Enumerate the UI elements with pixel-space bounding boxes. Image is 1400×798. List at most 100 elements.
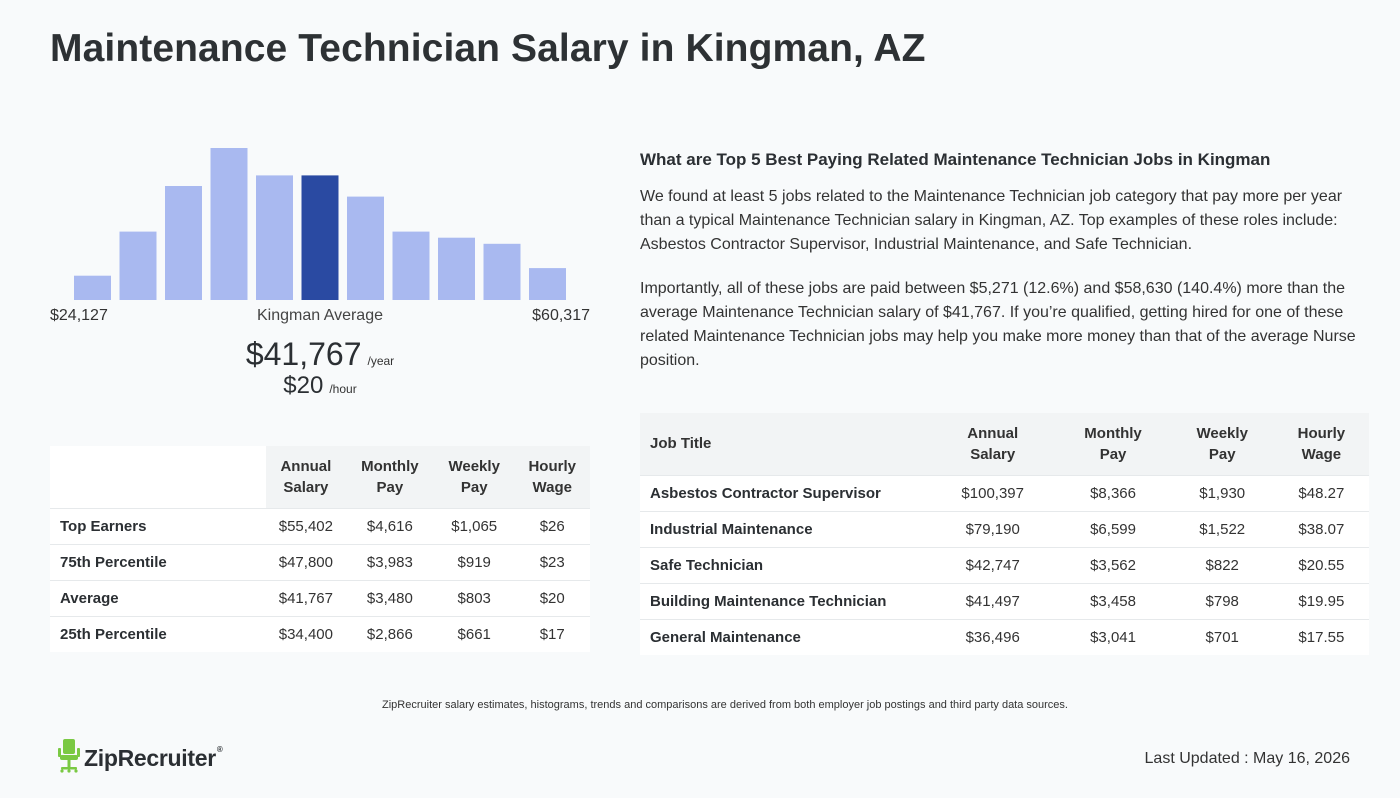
table-row: Asbestos Contractor Supervisor $100,397 … (640, 474, 1369, 511)
average-yearly-value: $41,767 (245, 336, 362, 372)
cell-monthly: $2,866 (345, 615, 434, 652)
cell-hourly: $17 (514, 615, 590, 652)
job-title: Building Maintenance Technician (640, 582, 930, 619)
percentile-table-header: Annual Salary Monthly Pay Weekly Pay Hourly… (50, 446, 590, 508)
histogram-bar (119, 231, 157, 300)
last-updated: Last Updated : May 16, 2026 (1144, 750, 1350, 767)
histogram-max-label: $60,317 (532, 307, 590, 324)
header-monthly-pay: Monthly Pay (1055, 413, 1171, 475)
table-row: Safe Technician $42,747 $3,562 $822 $20.… (640, 546, 1369, 583)
related-paragraph-1: We found at least 5 jobs related to the … (640, 188, 1343, 253)
histogram-bar (256, 175, 293, 300)
logo-wordmark: ZipRecruiter® (84, 744, 223, 771)
table-row: General Maintenance $36,496 $3,041 $701 … (640, 618, 1369, 655)
header-blank (50, 446, 266, 508)
cell-monthly: $3,480 (345, 579, 434, 616)
header-monthly-pay: Monthly Pay (345, 446, 434, 508)
cell-annual: $41,497 (930, 582, 1056, 619)
histogram-bar (347, 196, 384, 300)
cell-monthly: $8,366 (1055, 474, 1171, 511)
average-yearly: $41,767/year (50, 336, 590, 373)
jobs-table-header: Job Title Annual Salary Monthly Pay Weekly… (640, 413, 1369, 475)
row-label: Top Earners (50, 507, 266, 544)
header-annual-salary: Annual Salary (930, 413, 1056, 475)
histogram-labels: $24,127 Kingman Average $60,317 (50, 307, 590, 327)
header-annual-salary: Annual Salary (266, 446, 346, 508)
cell-annual: $41,767 (266, 579, 346, 616)
cell-weekly: $803 (433, 579, 515, 616)
cell-hourly: $19.95 (1273, 582, 1369, 619)
cell-hourly: $20.55 (1273, 546, 1369, 583)
related-jobs-table: Job Title Annual Salary Monthly Pay Weekly… (640, 413, 1369, 655)
cell-monthly: $3,041 (1055, 618, 1171, 655)
histogram-average-label: Kingman Average (256, 307, 383, 324)
zip-chair-icon (58, 738, 80, 778)
table-row: Top Earners $55,402 $4,616 $1,065 $26 (50, 507, 590, 544)
histogram-bar (165, 186, 202, 300)
header-job-title: Job Title (640, 413, 930, 475)
header-hourly-wage: Hourly Wage (514, 446, 590, 508)
cell-weekly: $1,065 (433, 507, 515, 544)
cell-annual: $100,397 (930, 474, 1056, 511)
header-weekly-pay: Weekly Pay (1170, 413, 1274, 475)
histogram-bar (483, 243, 521, 300)
cell-monthly: $3,562 (1055, 546, 1171, 583)
cell-weekly: $1,522 (1170, 510, 1274, 547)
cell-hourly: $17.55 (1273, 618, 1369, 655)
cell-hourly: $26 (514, 507, 590, 544)
row-label: 25th Percentile (50, 615, 266, 652)
salary-histogram (50, 120, 590, 300)
average-hourly-unit: /hour (329, 382, 357, 396)
cell-hourly: $23 (514, 543, 590, 580)
histogram-bar (529, 268, 566, 300)
cell-monthly: $4,616 (345, 507, 434, 544)
header-hourly-wage: Hourly Wage (1273, 413, 1369, 475)
cell-annual: $55,402 (266, 507, 346, 544)
cell-weekly: $822 (1170, 546, 1274, 583)
page-title: Maintenance Technician Salary in Kingman… (50, 27, 926, 70)
ziprecruiter-logo[interactable]: ZipRecruiter® (58, 738, 223, 778)
data-source-footnote: ZipRecruiter salary estimates, histogram… (382, 699, 1068, 711)
related-jobs-heading: What are Top 5 Best Paying Related Maint… (640, 150, 1271, 169)
cell-hourly: $38.07 (1273, 510, 1369, 547)
histogram-svg (74, 148, 566, 300)
histogram-bar (210, 148, 248, 300)
cell-hourly: $48.27 (1273, 474, 1369, 511)
cell-annual: $34,400 (266, 615, 346, 652)
histogram-bar (392, 231, 430, 300)
row-label: Average (50, 579, 266, 616)
row-label: 75th Percentile (50, 543, 266, 580)
cell-weekly: $661 (433, 615, 515, 652)
table-row: 75th Percentile $47,800 $3,983 $919 $23 (50, 543, 590, 580)
job-title: Asbestos Contractor Supervisor (640, 474, 930, 511)
cell-monthly: $3,458 (1055, 582, 1171, 619)
average-hourly: $20/hour (50, 372, 590, 400)
histogram-min-label: $24,127 (50, 307, 108, 324)
histogram-bar (74, 275, 111, 300)
cell-weekly: $798 (1170, 582, 1274, 619)
table-row: Industrial Maintenance $79,190 $6,599 $1… (640, 510, 1369, 547)
cell-hourly: $20 (514, 579, 590, 616)
table-row: 25th Percentile $34,400 $2,866 $661 $17 (50, 615, 590, 652)
cell-monthly: $3,983 (345, 543, 434, 580)
job-title: General Maintenance (640, 618, 930, 655)
job-title: Safe Technician (640, 546, 930, 583)
cell-annual: $36,496 (930, 618, 1056, 655)
cell-annual: $42,747 (930, 546, 1056, 583)
cell-weekly: $919 (433, 543, 515, 580)
table-row: Building Maintenance Technician $41,497 … (640, 582, 1369, 619)
percentile-table: Annual Salary Monthly Pay Weekly Pay Hourly… (50, 446, 590, 652)
cell-weekly: $701 (1170, 618, 1274, 655)
related-paragraph-2: Importantly, all of these jobs are paid … (640, 280, 1356, 369)
table-row: Average $41,767 $3,480 $803 $20 (50, 579, 590, 616)
job-title: Industrial Maintenance (640, 510, 930, 547)
cell-annual: $47,800 (266, 543, 346, 580)
cell-weekly: $1,930 (1170, 474, 1274, 511)
average-yearly-unit: /year (367, 354, 395, 368)
histogram-bar-average (301, 175, 339, 300)
histogram-bar (438, 237, 475, 300)
header-weekly-pay: Weekly Pay (433, 446, 515, 508)
cell-monthly: $6,599 (1055, 510, 1171, 547)
average-hourly-value: $20 (283, 372, 324, 399)
